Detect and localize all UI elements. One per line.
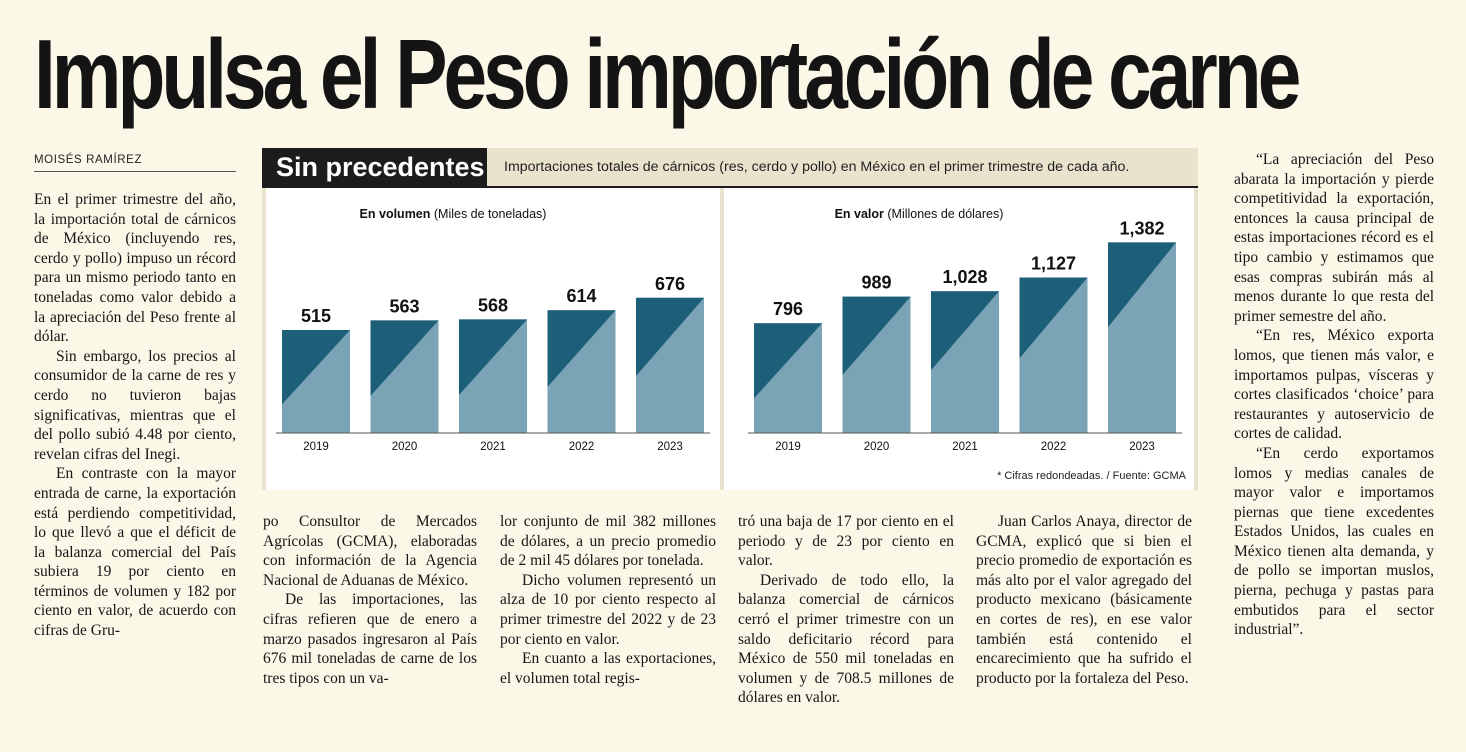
x-tick-label: 2022 — [569, 441, 595, 453]
data-label: 1,028 — [942, 267, 987, 287]
chart-title-bold: En valor — [835, 207, 888, 221]
chart-title-units: (Millones de dólares) — [887, 207, 1003, 221]
paragraph: “En res, México exporta lomos, que tiene… — [1234, 327, 1434, 443]
article-column-4: tró una baja de 17 por ciento en el peri… — [738, 512, 954, 708]
data-label: 563 — [389, 296, 419, 316]
chart-value: En valor (Millones de dólares) 796 2019 989… — [724, 188, 1194, 490]
data-label: 989 — [861, 273, 891, 293]
paragraph: En el primer trimestre del año, la impor… — [34, 191, 236, 346]
x-tick-label: 2020 — [864, 441, 890, 453]
infographic-title: Sin precedentes — [262, 148, 487, 186]
chart-title-units: (Miles de toneladas) — [434, 207, 547, 221]
infographic: Sin precedentes Importaciones totales de… — [262, 148, 1198, 490]
bar-accent — [1108, 242, 1176, 328]
x-tick-label: 2021 — [480, 441, 506, 453]
chart-title: En volumen (Miles de toneladas) — [360, 207, 547, 221]
paragraph: En cuanto a las exportaciones, el volume… — [500, 650, 716, 687]
byline: MOISÉS RAMÍREZ — [34, 154, 236, 172]
paragraph: lor conjunto de mil 382 millones de dóla… — [500, 513, 716, 570]
bar-accent — [842, 296, 911, 375]
paragraph: po Consultor de Mercados Agrícolas (GCMA… — [263, 513, 477, 589]
bar-accent — [931, 291, 999, 371]
data-label: 796 — [773, 299, 803, 319]
data-label: 1,127 — [1031, 254, 1076, 274]
paragraph: Sin embargo, los precios al consumidor d… — [34, 347, 236, 463]
paragraph: “En cerdo exportamos lomos y medias cana… — [1234, 444, 1434, 639]
paragraph: Derivado de todo ello, la balanza comerc… — [738, 571, 954, 707]
article-column-1: En el primer trimestre del año, la impor… — [34, 190, 236, 641]
bar-accent — [636, 297, 704, 377]
paragraph: De las importaciones, las cifras refiere… — [263, 591, 477, 687]
source-note: * Cifras redondeadas. / Fuente: GCMA — [997, 470, 1186, 482]
paragraph: Juan Carlos Anaya, director de GCMA, exp… — [976, 513, 1192, 687]
headline: Impulsa el Peso importación de carne — [34, 19, 1301, 129]
x-tick-label: 2019 — [303, 441, 329, 453]
article-column-2: po Consultor de Mercados Agrícolas (GCMA… — [263, 512, 477, 688]
x-tick-label: 2022 — [1041, 441, 1067, 453]
title-divider — [262, 186, 1198, 188]
infographic-subtitle: Importaciones totales de cárnicos (res, … — [504, 159, 1130, 175]
x-tick-label: 2019 — [775, 441, 801, 453]
bar-accent — [754, 323, 822, 399]
data-label: 676 — [655, 274, 685, 294]
data-label: 515 — [301, 306, 331, 326]
paragraph: “La apreciación del Peso abarata la impo… — [1234, 151, 1434, 325]
paragraph: En contraste con la mayor entrada de car… — [34, 465, 236, 640]
paragraph: Dicho volumen representó un alza de 10 p… — [500, 571, 716, 648]
paragraph: tró una baja de 17 por ciento en el peri… — [738, 513, 954, 570]
chart-volume: En volumen (Miles de toneladas) 515 2019 56… — [266, 188, 720, 490]
chart-title-bold: En volumen — [360, 207, 434, 221]
bar-accent — [282, 330, 350, 405]
data-label: 1,382 — [1119, 218, 1164, 238]
data-label: 568 — [478, 295, 508, 315]
x-tick-label: 2021 — [952, 441, 978, 453]
pane-separator — [720, 188, 724, 490]
article-column-3: lor conjunto de mil 382 millones de dóla… — [500, 512, 716, 688]
bar-accent — [547, 310, 616, 387]
x-tick-label: 2023 — [657, 441, 683, 453]
x-tick-label: 2020 — [392, 441, 418, 453]
article-column-5: Juan Carlos Anaya, director de GCMA, exp… — [976, 512, 1192, 688]
data-label: 614 — [566, 286, 596, 306]
x-tick-label: 2023 — [1129, 441, 1155, 453]
chart-title: En valor (Millones de dólares) — [835, 207, 1004, 221]
article-column-6: “La apreciación del Peso abarata la impo… — [1234, 150, 1434, 640]
